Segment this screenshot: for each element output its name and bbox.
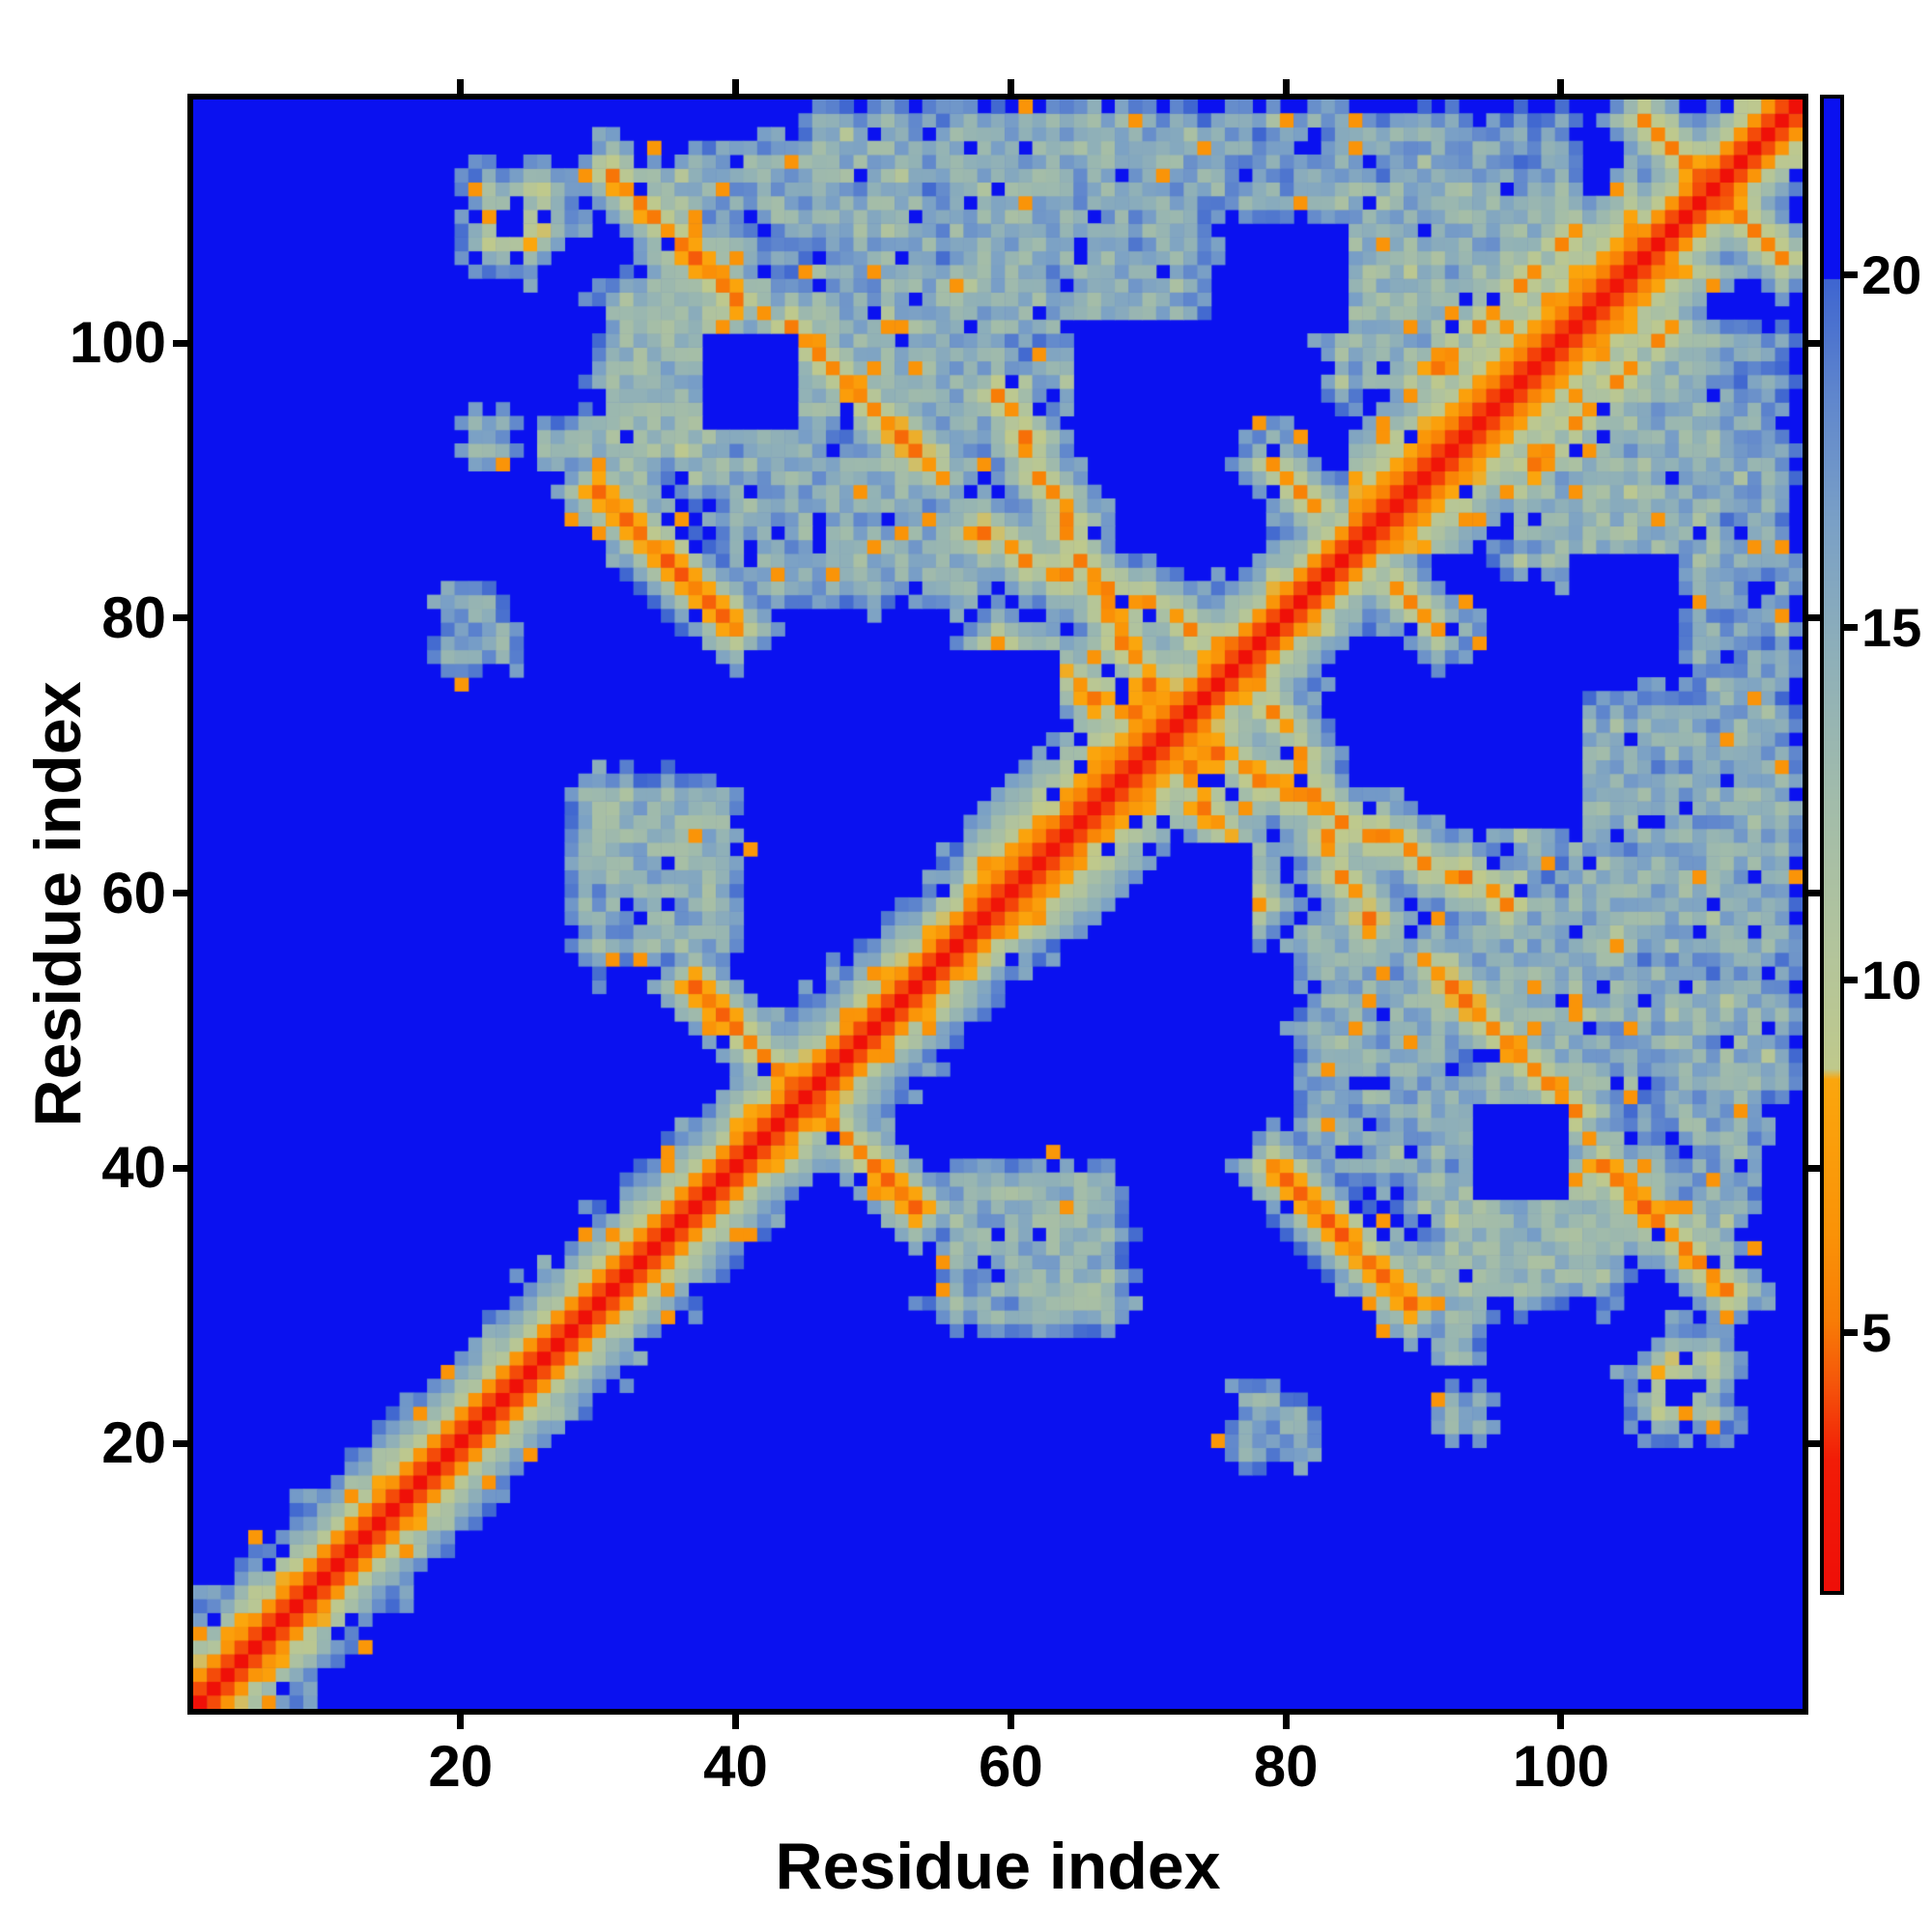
heatmap-canvas: [193, 99, 1803, 1709]
y-tick-label: 20: [101, 1410, 166, 1476]
y-tick-right: [1805, 1164, 1823, 1172]
colorbar-tick-label: 15: [1861, 596, 1922, 658]
x-tick-label: 20: [428, 1734, 494, 1799]
y-tick: [173, 1164, 190, 1172]
y-tick-label: 100: [69, 310, 166, 376]
x-tick: [1557, 1712, 1565, 1729]
x-tick-label: 80: [1253, 1734, 1319, 1799]
x-tick-top: [1282, 79, 1290, 97]
x-axis-title: Residue index: [775, 1830, 1221, 1903]
y-tick-right: [1805, 1439, 1823, 1447]
y-tick: [173, 1439, 190, 1447]
x-tick: [1282, 1712, 1290, 1729]
y-axis-title: Residue index: [21, 681, 95, 1127]
y-tick-label: 80: [101, 584, 166, 650]
x-tick-label: 40: [703, 1734, 768, 1799]
colorbar-tick-label: 20: [1861, 243, 1922, 305]
x-tick-label: 100: [1512, 1734, 1609, 1799]
colorbar-tick: [1844, 1329, 1858, 1337]
colorbar-tick: [1844, 271, 1858, 279]
x-tick-label: 60: [978, 1734, 1043, 1799]
y-tick-label: 40: [101, 1135, 166, 1201]
y-tick-right: [1805, 614, 1823, 622]
x-tick-top: [1007, 79, 1014, 97]
y-tick-label: 60: [101, 860, 166, 925]
colorbar-tick-label: 10: [1861, 949, 1922, 1010]
y-tick: [173, 614, 190, 622]
y-tick: [173, 890, 190, 897]
x-tick-top: [732, 79, 740, 97]
y-tick-right: [1805, 339, 1823, 347]
colorbar-canvas: [1824, 99, 1840, 1591]
colorbar-tick: [1844, 977, 1858, 984]
x-tick-top: [457, 79, 465, 97]
y-tick: [173, 339, 190, 347]
x-tick: [1007, 1712, 1014, 1729]
x-tick: [732, 1712, 740, 1729]
colorbar-tick-label: 5: [1861, 1301, 1892, 1363]
x-tick: [457, 1712, 465, 1729]
y-tick-right: [1805, 890, 1823, 897]
colorbar-tick: [1844, 624, 1858, 632]
x-tick-top: [1557, 79, 1565, 97]
